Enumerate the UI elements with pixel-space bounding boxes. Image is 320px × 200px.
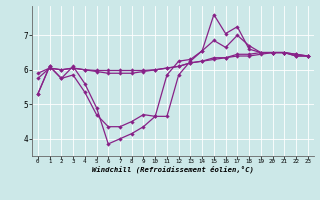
X-axis label: Windchill (Refroidissement éolien,°C): Windchill (Refroidissement éolien,°C): [92, 166, 254, 173]
